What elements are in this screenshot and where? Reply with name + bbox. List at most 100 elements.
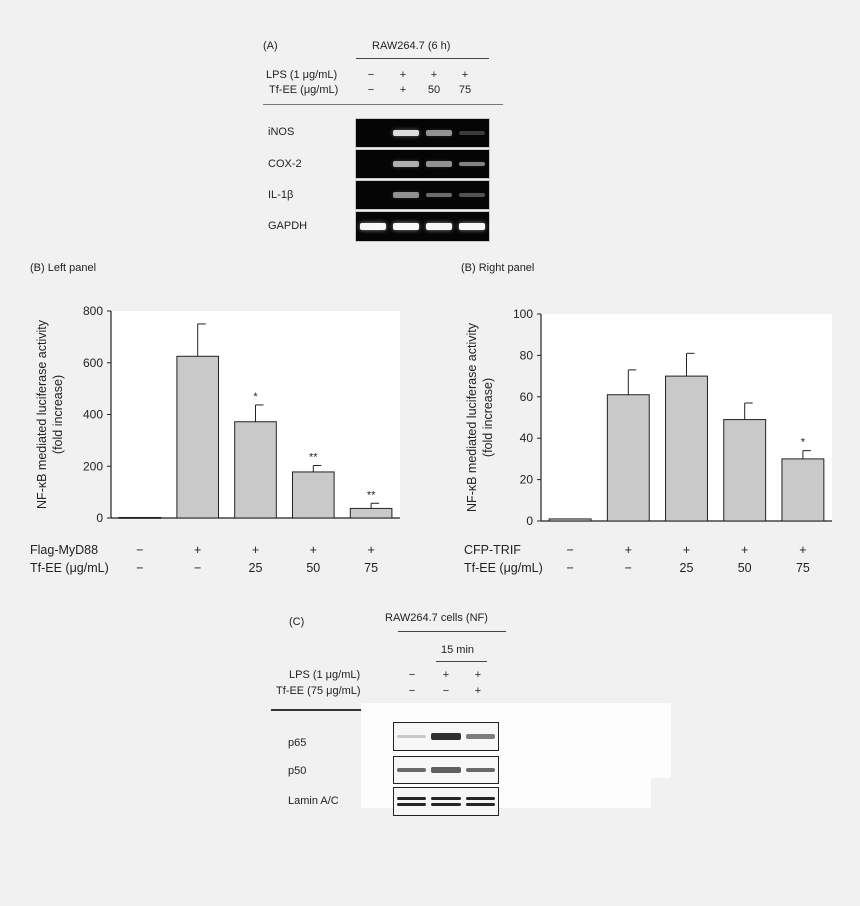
bar bbox=[349, 507, 393, 519]
tfee-value: − bbox=[442, 685, 450, 697]
blot-band bbox=[431, 733, 461, 740]
lps-value: + bbox=[430, 69, 438, 81]
blot-band bbox=[431, 767, 461, 773]
y-tick-label: 0 bbox=[526, 514, 533, 528]
lps-value: + bbox=[442, 669, 450, 681]
condition-label: 50 bbox=[738, 561, 752, 575]
condition-label: + bbox=[194, 543, 201, 557]
y-tick-label: 600 bbox=[83, 356, 103, 370]
y-tick-label: 0 bbox=[96, 511, 103, 525]
y-axis-label: (fold increase) bbox=[51, 375, 65, 454]
y-axis-label: NF-κB mediated luciferase activity bbox=[465, 322, 479, 512]
blot-band bbox=[459, 222, 486, 231]
tfee-value: + bbox=[399, 84, 407, 96]
blot-band bbox=[359, 222, 386, 231]
condition-label: 25 bbox=[680, 561, 694, 575]
condition-label: + bbox=[310, 543, 317, 557]
condition-label: − bbox=[625, 561, 632, 575]
blot-image-p65 bbox=[393, 722, 499, 751]
significance-label: * bbox=[253, 391, 258, 403]
condition-label: + bbox=[799, 543, 806, 557]
lps-row-label: LPS (1 μg/mL) bbox=[266, 69, 338, 81]
condition-label: − bbox=[566, 543, 573, 557]
row-label: CFP-TRIF bbox=[464, 543, 521, 557]
blot-band bbox=[426, 222, 453, 231]
blot-band bbox=[396, 803, 426, 807]
blot-label-cox2: COX-2 bbox=[268, 158, 302, 170]
blot-band bbox=[459, 131, 486, 135]
blot-band bbox=[466, 803, 496, 807]
blot-band bbox=[396, 796, 426, 800]
bar bbox=[176, 355, 220, 519]
blot-band bbox=[459, 161, 486, 167]
y-tick-label: 40 bbox=[520, 431, 534, 445]
condition-label: + bbox=[683, 543, 690, 557]
condition-label: 50 bbox=[306, 561, 320, 575]
right-bar-chart: 0 20 40 60 80 100 NF-κB mediated luciferase ac… bbox=[464, 307, 832, 575]
tfee-value: + bbox=[474, 685, 482, 697]
lps-value: − bbox=[367, 69, 375, 81]
condition-label: − bbox=[136, 543, 143, 557]
significance-label: ** bbox=[367, 489, 376, 501]
bar bbox=[118, 516, 162, 519]
condition-label: − bbox=[136, 561, 143, 575]
blot-label-p50: p50 bbox=[288, 765, 307, 777]
blot-band bbox=[466, 796, 496, 800]
condition-label: 75 bbox=[796, 561, 810, 575]
y-tick-label: 100 bbox=[513, 307, 533, 321]
blot-image-il1b bbox=[355, 180, 490, 210]
panel-a-label: (A) bbox=[263, 40, 278, 52]
y-tick-label: 400 bbox=[83, 408, 103, 422]
tfee-row-label: Tf-EE (μg/mL) bbox=[269, 84, 339, 96]
bar bbox=[548, 518, 592, 522]
blot-band bbox=[431, 803, 461, 807]
blot-band bbox=[431, 796, 461, 800]
row-label: Tf-EE (μg/mL) bbox=[464, 561, 543, 575]
bar bbox=[781, 458, 825, 522]
bar bbox=[723, 419, 767, 522]
blot-band bbox=[426, 192, 453, 198]
blot-band bbox=[392, 222, 419, 231]
blot-image-gapdh bbox=[355, 211, 490, 242]
lps-row-label: LPS (1 μg/mL) bbox=[289, 669, 361, 681]
panel-c-label: (C) bbox=[289, 616, 305, 628]
y-tick-label: 800 bbox=[83, 304, 103, 318]
blot-band bbox=[396, 767, 426, 773]
blot-band bbox=[396, 735, 426, 738]
panel-b-left-label: (B) Left panel bbox=[30, 262, 97, 274]
lps-value: + bbox=[461, 69, 469, 81]
panel-c-subheader: 15 min bbox=[441, 644, 475, 656]
lps-value: + bbox=[474, 669, 482, 681]
condition-label: + bbox=[252, 543, 259, 557]
blot-image-lamin bbox=[393, 787, 499, 816]
condition-label: + bbox=[625, 543, 632, 557]
tfee-value: 50 bbox=[427, 84, 441, 96]
panel-a-header: RAW264.7 (6 h) bbox=[372, 40, 451, 52]
header-divider bbox=[398, 631, 506, 632]
tfee-value: − bbox=[408, 685, 416, 697]
significance-label: * bbox=[801, 437, 806, 449]
lps-value: + bbox=[399, 69, 407, 81]
y-tick-label: 80 bbox=[520, 348, 534, 362]
header-divider bbox=[356, 58, 489, 59]
tfee-value: 75 bbox=[458, 84, 472, 96]
blot-band bbox=[426, 161, 453, 167]
blot-label-il1b: IL-1β bbox=[268, 189, 294, 201]
blot-label-inos: iNOS bbox=[268, 126, 295, 138]
y-tick-label: 60 bbox=[520, 390, 534, 404]
condition-label: − bbox=[194, 561, 201, 575]
left-bar-chart: 0 200 400 600 800 NF-κB mediated luciferase a… bbox=[30, 304, 400, 575]
y-tick-label: 200 bbox=[83, 459, 103, 473]
blot-label-p65: p65 bbox=[288, 737, 307, 749]
blot-image-cox2 bbox=[355, 149, 490, 179]
blot-band bbox=[466, 767, 496, 773]
tfee-value: − bbox=[367, 84, 375, 96]
bar bbox=[291, 471, 335, 519]
panel-c-header: RAW264.7 cells (NF) bbox=[385, 612, 488, 624]
blot-image-p50 bbox=[393, 756, 499, 784]
condition-label: + bbox=[741, 543, 748, 557]
significance-label: ** bbox=[309, 451, 318, 463]
blot-band bbox=[426, 130, 453, 136]
condition-label: 75 bbox=[364, 561, 378, 575]
blot-label-lamin: Lamin A/C bbox=[288, 795, 339, 807]
